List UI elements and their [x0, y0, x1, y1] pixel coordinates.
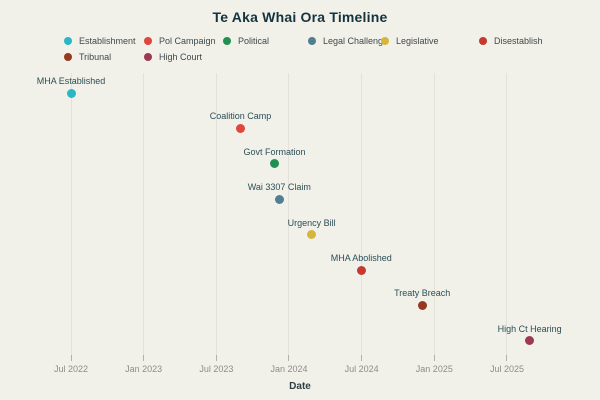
x-tick-label-jan-2023: Jan 2023: [125, 364, 163, 374]
tickmark-jan-2024: [288, 355, 290, 361]
event-marker-high-ct-hearing: [525, 336, 535, 346]
event-label-mha-abolished: MHA Abolished: [330, 253, 392, 263]
gridline-jul-2022: [70, 73, 72, 355]
legend-dot-establishment: [64, 37, 72, 45]
legend-label-establishment: Establishment: [79, 36, 136, 46]
legend-item-legislative: Legislative: [381, 35, 439, 47]
x-tick-label-jul-2022: Jul 2022: [53, 364, 89, 374]
gridline-jul-2024: [361, 73, 363, 355]
event-marker-coalition-camp: [236, 123, 246, 133]
legend-item-tribunal: Tribunal: [64, 51, 111, 63]
legend-item-legal-challenge: Legal Challenge: [308, 35, 388, 47]
event-label-coalition-camp: Coalition Camp: [209, 111, 272, 122]
event-marker-govt-formation: [269, 159, 279, 169]
x-tick-label-jan-2025: Jan 2025: [415, 364, 453, 374]
chart-title: Te Aka Whai Ora Timeline: [212, 9, 388, 25]
x-tick-label-jan-2024: Jan 2024: [270, 364, 308, 374]
event-marker-wai-3307-claim: [274, 194, 284, 204]
x-tick-label-jul-2023: Jul 2023: [199, 364, 234, 374]
event-marker-treaty-breach: [417, 300, 427, 310]
legend-item-pol-campaign: Pol Campaign: [144, 35, 216, 47]
event-label-treaty-breach: Treaty Breach: [394, 288, 451, 299]
tickmark-jan-2023: [143, 355, 145, 361]
legend-label-political: Political: [238, 36, 270, 46]
legend-dot-tribunal: [64, 53, 72, 61]
event-marker-mha-abolished: [356, 265, 366, 275]
event-label-high-ct-hearing: High Ct Hearing: [497, 323, 562, 334]
event-label-urgency-bill: Urgency Bill: [287, 217, 336, 228]
gridline-jan-2024: [288, 73, 290, 355]
x-axis-label: Date: [289, 381, 311, 392]
event-label-govt-formation: Govt Formation: [243, 146, 306, 157]
legend-item-disestablish: Disestablish: [479, 35, 543, 47]
x-tick-label-jul-2024: Jul 2024: [344, 364, 379, 374]
tickmark-jul-2022: [70, 355, 72, 361]
event-marker-urgency-bill: [307, 230, 317, 240]
legend-item-establishment: Establishment: [64, 35, 136, 47]
legend-label-disestablish: Disestablish: [494, 36, 543, 46]
tickmark-jul-2024: [361, 355, 363, 361]
legend-dot-disestablish: [479, 37, 487, 45]
legend-dot-legislative: [381, 37, 389, 45]
gridline-jan-2023: [143, 73, 145, 355]
gridline-jul-2023: [215, 73, 217, 355]
gridline-jul-2025: [506, 73, 508, 355]
event-label-mha-established: MHA Established: [36, 76, 106, 86]
tickmark-jan-2025: [433, 355, 435, 361]
legend-label-pol-campaign: Pol Campaign: [159, 36, 216, 46]
legend-dot-high-court: [144, 53, 152, 61]
legend-label-legal-challenge: Legal Challenge: [323, 36, 389, 46]
tickmark-jul-2025: [506, 355, 508, 361]
legend-label-legislative: Legislative: [396, 36, 439, 46]
legend-label-high-court: High Court: [159, 52, 203, 62]
x-tick-label-jul-2025: Jul 2025: [489, 364, 524, 374]
gridline-jan-2025: [433, 73, 435, 355]
legend-dot-pol-campaign: [144, 37, 152, 45]
legend-dot-political: [223, 37, 231, 45]
legend-dot-legal-challenge: [308, 37, 316, 45]
tickmark-jul-2023: [215, 355, 217, 361]
legend-item-high-court: High Court: [144, 51, 202, 63]
event-marker-mha-established: [66, 88, 76, 98]
event-label-wai-3307-claim: Wai 3307 Claim: [247, 182, 311, 193]
legend-item-political: Political: [223, 35, 269, 47]
legend-label-tribunal: Tribunal: [79, 52, 112, 62]
